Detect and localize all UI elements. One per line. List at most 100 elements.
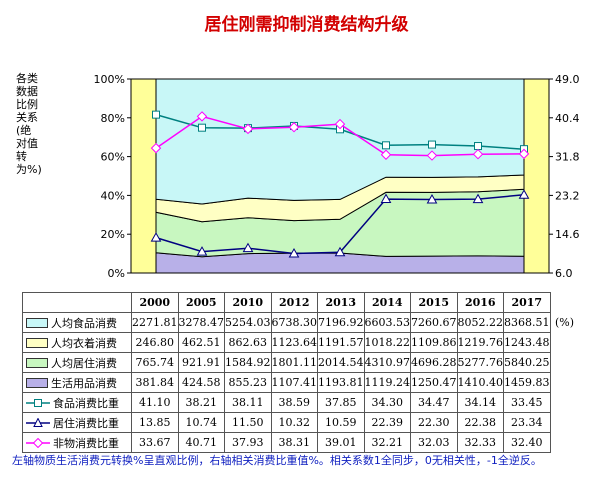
table-cell: 34.30 — [363, 392, 411, 413]
table-cell: 5840.25 — [503, 352, 551, 373]
unit-label — [550, 333, 579, 353]
legend-line-marker — [26, 437, 50, 448]
legend-label: 人均居住消费 — [51, 356, 117, 370]
right-tick-label: 49.0 — [555, 73, 580, 86]
legend-cell: 人均食品消费 — [22, 312, 132, 333]
table-cell: 1584.92 — [224, 352, 272, 373]
table-cell: 34.14 — [456, 392, 504, 413]
nonmaterial-share-marker — [288, 122, 300, 133]
year-label: 2000 — [131, 292, 179, 313]
unit-label — [550, 393, 579, 413]
unit-label — [550, 353, 579, 373]
housing-share-marker — [288, 247, 300, 258]
unit-label — [550, 373, 579, 393]
right-tick-label: 40.4 — [555, 112, 580, 125]
table-cell: 38.59 — [270, 392, 318, 413]
table-row: 食品消费比重 41.10 38.21 38.11 38.59 37.85 34.30 34.4… — [22, 392, 580, 413]
nonmaterial-share-marker — [334, 118, 346, 130]
table-cell: 1193.81 — [317, 372, 365, 393]
table-cell: 1459.83 — [503, 372, 551, 393]
table-cell: 1250.47 — [410, 372, 458, 393]
table-cell: 11.50 — [224, 412, 272, 433]
table-cell: 1410.40 — [456, 372, 504, 393]
table-cell: 23.34 — [503, 412, 551, 433]
housing-share-marker — [196, 246, 208, 256]
left-tick-label: 80% — [101, 112, 125, 125]
table-cell: 7196.92 — [317, 312, 365, 333]
table-cell: 8052.22 — [456, 312, 504, 333]
table-cell: 32.33 — [456, 432, 504, 453]
table-cell: 6738.30 — [270, 312, 318, 333]
right-tick-label: 23.2 — [555, 189, 580, 202]
table-cell: 37.93 — [224, 432, 272, 453]
left-tick-label: 0% — [108, 267, 125, 280]
legend-label: 居住消费比重 — [53, 416, 119, 430]
nonmaterial-share-marker — [518, 148, 530, 160]
table-header-row: 2000 2005 2010 2012 2013 2014 2015 2016 2017 — [22, 292, 580, 313]
left-tick-label: 40% — [101, 189, 125, 202]
year-label: 2010 — [224, 292, 272, 313]
table-cell: 10.32 — [270, 412, 318, 433]
year-label: 2012 — [270, 292, 318, 313]
table-cell: 424.58 — [177, 372, 225, 393]
food-share-marker — [152, 110, 160, 119]
table-cell: 2014.54 — [317, 352, 365, 373]
legend-cell: 人均衣着消费 — [22, 332, 132, 353]
table-cell: 1243.48 — [503, 332, 551, 353]
table-corner — [22, 292, 132, 313]
table-cell: 39.01 — [317, 432, 365, 453]
table-cell: 10.59 — [317, 412, 365, 433]
table-cell: 3278.47 — [177, 312, 225, 333]
legend-swatch — [26, 317, 48, 328]
table-cell: 38.31 — [270, 432, 318, 453]
table-cell: 1107.41 — [270, 372, 318, 393]
legend-swatch — [26, 337, 48, 348]
table-cell: 1109.86 — [410, 332, 458, 353]
year-label: 2005 — [177, 292, 225, 313]
nonmaterial-share-marker — [196, 111, 208, 122]
legend-label: 人均衣着消费 — [51, 336, 117, 350]
housing-share-marker — [426, 193, 438, 204]
table-row: 非物消费比重 33.67 40.71 37.93 38.31 39.01 32.21 32.0… — [22, 432, 580, 453]
table-cell: 34.47 — [410, 392, 458, 413]
table-cell: 4310.97 — [363, 352, 411, 373]
plot-frame — [130, 78, 550, 274]
table-cell: 1018.22 — [363, 332, 411, 353]
table-cell: 5254.03 — [224, 312, 272, 333]
table-cell: 13.85 — [131, 412, 179, 433]
table-cell: 32.21 — [363, 432, 411, 453]
legend-cell: 人均居住消费 — [22, 352, 132, 373]
chart-title: 居住刚需抑制消费结构升级 — [204, 15, 409, 35]
data-table: 2000 2005 2010 2012 2013 2014 2015 2016 2017 人均食品… — [22, 292, 580, 453]
table-cell: 765.74 — [131, 352, 179, 373]
food-share-marker — [382, 141, 390, 150]
table-cell: 40.71 — [177, 432, 225, 453]
table-cell: 246.80 — [131, 332, 179, 353]
right-tick-label: 31.8 — [555, 151, 580, 164]
legend-label: 非物消费比重 — [53, 436, 119, 450]
legend-label: 食品消费比重 — [53, 396, 119, 410]
table-cell: 8368.51 — [503, 312, 551, 333]
legend-line-marker — [26, 417, 50, 427]
table-row: 人均居住消费 765.74 921.91 1584.92 1801.11 2014.54 4… — [22, 352, 580, 373]
left-tick-label: 20% — [101, 228, 125, 241]
table-cell: 1119.24 — [363, 372, 411, 393]
table-cell: 1801.11 — [270, 352, 318, 373]
legend-swatch — [26, 357, 48, 368]
table-row: 人均食品消费 2271.81 3278.47 5254.03 6738.30 7196.9… — [22, 312, 580, 333]
legend-line-marker — [26, 398, 50, 407]
table-cell: 38.21 — [177, 392, 225, 413]
left-tick-label: 60% — [101, 151, 125, 164]
nonmaterial-share-marker — [150, 142, 162, 154]
left-tick-label: 100% — [94, 73, 125, 86]
legend-cell: 生活用品消费 — [22, 372, 132, 393]
table-cell: 22.39 — [363, 412, 411, 433]
legend-swatch — [26, 377, 48, 388]
table-cell: 1219.76 — [456, 332, 504, 353]
year-label: 2014 — [363, 292, 411, 313]
table-row: 人均衣着消费 246.80 462.51 862.63 1123.64 1191.57 10… — [22, 332, 580, 353]
table-cell: 32.40 — [503, 432, 551, 453]
table-cell: 33.67 — [131, 432, 179, 453]
year-label: 2013 — [317, 292, 365, 313]
unit-label: (%) — [554, 316, 575, 329]
